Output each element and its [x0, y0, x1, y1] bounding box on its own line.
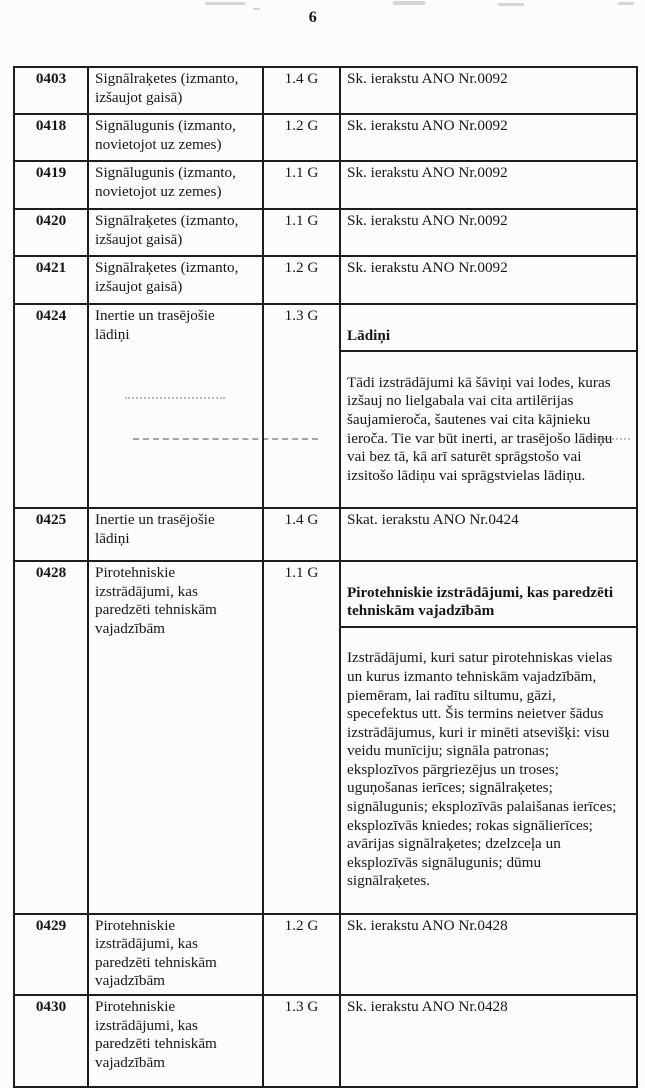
name-cell: Pirotehniskie izstrādājumi, kas paredzēt…: [87, 912, 264, 997]
scan-speck: [498, 3, 524, 6]
hazard-class-cell: 1.1 G: [262, 559, 341, 915]
scan-speck: [618, 2, 634, 5]
note-cell: Sk. ierakstu ANO Nr.0092: [339, 255, 638, 305]
un-code-cell: 0420: [13, 208, 89, 257]
note-cell: Sk. ierakstu ANO Nr.0092: [339, 160, 638, 210]
note-body: Izstrādājumi, kuri satur pirotehniskas v…: [347, 649, 617, 890]
table-row-0428: 0428 Pirotehniskie izstrādājumi, kas par…: [13, 559, 638, 915]
note-cell: Sk. ierakstu ANO Nr.0428: [339, 994, 638, 1088]
name-cell: Signālugunis (izmanto, novietojot uz zem…: [87, 160, 264, 210]
hazard-class-cell: 1.3 G: [262, 303, 341, 509]
table-row-0419: 0419 Signālugunis (izmanto, novietojot u…: [13, 160, 638, 210]
note-cell: Skat. ierakstu ANO Nr.0424: [339, 506, 638, 562]
name-cell: Signālugunis (izmanto, novietojot uz zem…: [87, 113, 264, 162]
name-cell: Pirotehniskie izstrādājumi, kas paredzēt…: [87, 994, 264, 1088]
hazard-class-cell: 1.4 G: [262, 66, 341, 115]
un-code-cell: 0430: [13, 994, 89, 1088]
note-cell: Sk. ierakstu ANO Nr.0092: [339, 113, 638, 162]
hazard-class-cell: 1.3 G: [262, 994, 341, 1088]
note-cell: Sk. ierakstu ANO Nr.0428: [339, 912, 638, 997]
note-body: Tādi izstrādājumi kā šāviņi vai lodes, k…: [347, 373, 613, 484]
un-code-cell: 0424: [13, 303, 89, 509]
hazard-class-cell: 1.2 G: [262, 255, 341, 305]
name-cell: Pirotehniskie izstrādājumi, kas paredzēt…: [87, 559, 264, 915]
note-cell: Sk. ierakstu ANO Nr.0092: [339, 66, 638, 115]
note-title: Pirotehniskie izstrādājumi, kas paredzēt…: [342, 581, 635, 628]
table-row-0421: 0421 Signālraķetes (izmanto, izšaujot ga…: [13, 255, 638, 305]
name-cell: Signālraķetes (izmanto, izšaujot gaisā): [87, 66, 264, 115]
hazard-class-cell: 1.2 G: [262, 912, 341, 997]
table-row-0418: 0418 Signālugunis (izmanto, novietojot u…: [13, 113, 638, 162]
un-code-cell: 0418: [13, 113, 89, 162]
note-cell: Lādiņi Tādi izstrādājumi kā šāviņi vai l…: [339, 303, 638, 509]
un-entries-table: 0403 Signālraķetes (izmanto, izšaujot ga…: [13, 66, 638, 1088]
name-cell: Inertie un trasējošie lādiņi: [87, 506, 264, 562]
name-cell: Inertie un trasējošie lādiņi: [87, 303, 264, 509]
name-cell: Signālraķetes (izmanto, izšaujot gaisā): [87, 208, 264, 257]
note-title: Lādiņi: [342, 324, 635, 353]
note-cell: Pirotehniskie izstrādājumi, kas paredzēt…: [339, 559, 638, 915]
un-code-cell: 0419: [13, 160, 89, 210]
name-cell: Signālraķetes (izmanto, izšaujot gaisā): [87, 255, 264, 305]
un-code-cell: 0421: [13, 255, 89, 305]
table-row-0403: 0403 Signālraķetes (izmanto, izšaujot ga…: [13, 66, 638, 115]
scan-speck: [393, 1, 425, 5]
hazard-class-cell: 1.1 G: [262, 208, 341, 257]
hazard-class-cell: 1.2 G: [262, 113, 341, 162]
table-row-0424: 0424 Inertie un trasējošie lādiņi 1.3 G …: [13, 303, 638, 509]
un-code-cell: 0428: [13, 559, 89, 915]
table-row-0425: 0425 Inertie un trasējošie lādiņi 1.4 G …: [13, 506, 638, 562]
table-row-0420: 0420 Signālraķetes (izmanto, izšaujot ga…: [13, 208, 638, 257]
un-code-cell: 0425: [13, 506, 89, 562]
un-code-cell: 0429: [13, 912, 89, 997]
note-cell: Sk. ierakstu ANO Nr.0092: [339, 208, 638, 257]
hazard-class-cell: 1.4 G: [262, 506, 341, 562]
table-row-0429: 0429 Pirotehniskie izstrādājumi, kas par…: [13, 912, 638, 997]
hazard-class-cell: 1.1 G: [262, 160, 341, 210]
table-row-0430: 0430 Pirotehniskie izstrādājumi, kas par…: [13, 994, 638, 1088]
page-number: 6: [308, 9, 318, 26]
scan-speck: [205, 2, 245, 5]
un-code-cell: 0403: [13, 66, 89, 115]
